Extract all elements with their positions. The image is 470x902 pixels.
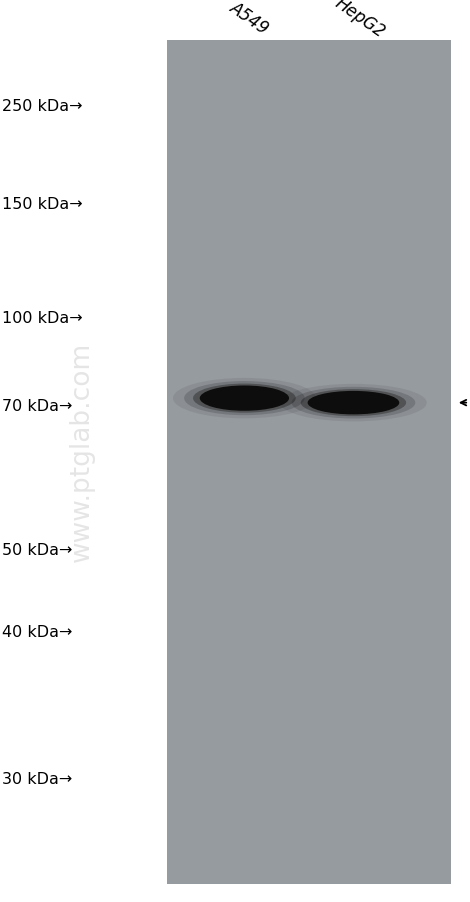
Ellipse shape (173, 379, 316, 419)
Ellipse shape (308, 391, 400, 415)
Text: 250 kDa→: 250 kDa→ (2, 99, 83, 114)
Ellipse shape (280, 384, 427, 422)
Ellipse shape (184, 382, 305, 416)
Text: 30 kDa→: 30 kDa→ (2, 771, 72, 786)
Text: 150 kDa→: 150 kDa→ (2, 198, 83, 212)
Text: 50 kDa→: 50 kDa→ (2, 543, 73, 557)
Ellipse shape (291, 387, 415, 419)
Text: 70 kDa→: 70 kDa→ (2, 399, 73, 413)
Ellipse shape (193, 384, 296, 413)
Text: www.ptglab.com: www.ptglab.com (69, 341, 95, 561)
Bar (167, 41, 451, 884)
Text: 40 kDa→: 40 kDa→ (2, 624, 73, 639)
Text: HepG2: HepG2 (332, 0, 388, 41)
Ellipse shape (200, 386, 289, 411)
Text: A549: A549 (227, 0, 273, 38)
Text: 100 kDa→: 100 kDa→ (2, 311, 83, 326)
Ellipse shape (301, 390, 406, 417)
